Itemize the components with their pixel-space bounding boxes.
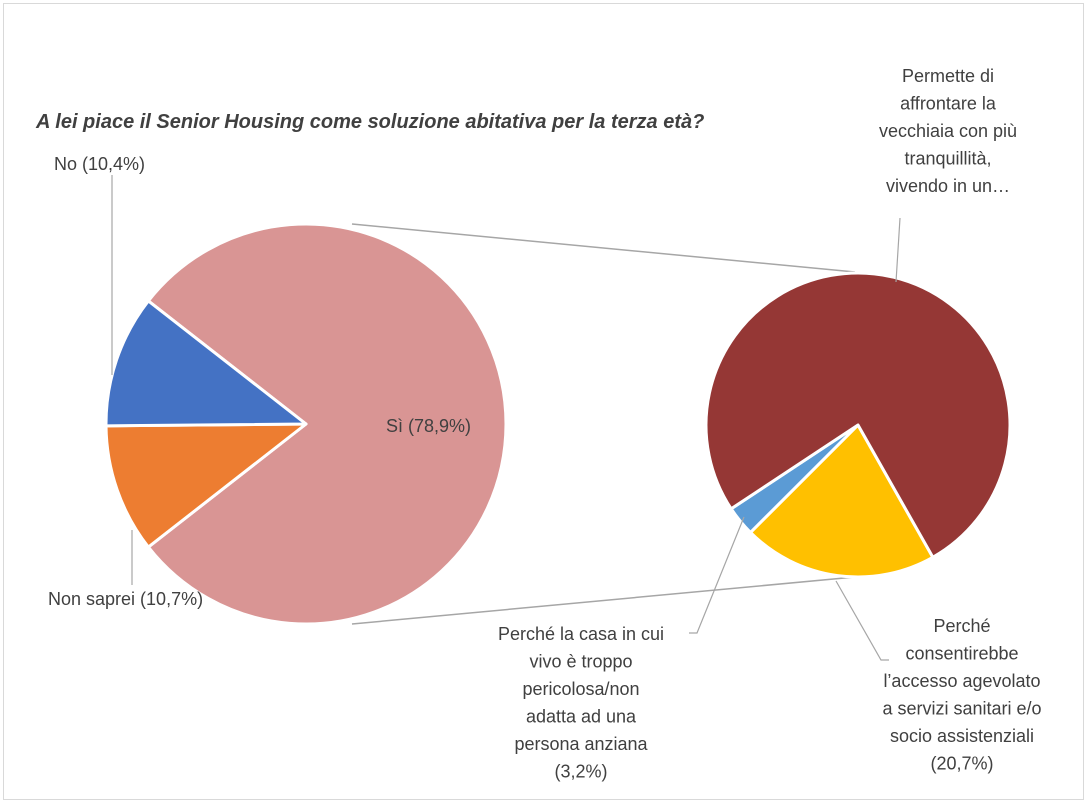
lbl-casa-line: vivo è troppo — [529, 652, 632, 672]
leader-servizi — [835, 580, 889, 661]
lbl-tranquillita-line: vivendo in un… — [886, 176, 1010, 196]
lbl-casa-line: persona anziana — [514, 734, 648, 754]
lbl-servizi-line: consentirebbe — [905, 644, 1018, 664]
slice-tranquillita — [704, 271, 1012, 559]
slice-non-saprei — [104, 299, 308, 428]
lbl-servizi-line: a servizi sanitari e/o — [882, 699, 1041, 719]
connector-top — [351, 223, 856, 273]
slice-servizi — [748, 423, 935, 579]
lbl-servizi-line: socio assistenziali — [890, 726, 1034, 746]
lbl-tranquillita-line: affrontare la — [900, 94, 997, 114]
lbl-tranquillita-line: tranquillità, — [904, 149, 991, 169]
lbl-tranquillita-line: vecchiaia con più — [879, 121, 1017, 141]
leader-casa — [689, 516, 745, 634]
lbl-casa-line: pericolosa/non — [522, 679, 639, 699]
lbl-servizi-line: Perché — [933, 616, 990, 636]
lbl-casa-line: (3,2%) — [554, 762, 607, 782]
slice-no — [104, 422, 308, 549]
pie-connector-lines — [351, 223, 856, 625]
slice-label-non-saprei: Non saprei (10,7%) — [48, 589, 203, 609]
slice-label-tranquillita: Permette di affrontare la vecchiaia con pi… — [879, 66, 1017, 196]
lbl-servizi-line: (20,7%) — [930, 754, 993, 774]
secondary-pie — [704, 271, 1012, 579]
slice-label-casa: Perché la casa in cui vivo è troppo perico… — [498, 624, 664, 782]
connector-bottom — [351, 576, 856, 625]
chart-title: A lei piace il Senior Housing come soluz… — [35, 111, 704, 133]
chart-frame — [3, 3, 1084, 800]
slice-label-no: No (10,4%) — [54, 154, 145, 174]
main-pie — [104, 222, 508, 626]
lbl-tranquillita-line: Permette di — [902, 66, 994, 86]
lbl-casa-line: adatta ad una — [526, 707, 637, 727]
leader-tranquillita — [895, 217, 901, 283]
lbl-servizi-line: l’accesso agevolato — [883, 671, 1040, 691]
slice-si — [146, 222, 508, 626]
leader-lines — [111, 175, 901, 661]
lbl-casa-line: Perché la casa in cui — [498, 624, 664, 644]
slice-label-servizi: Perché consentirebbe l’accesso agevolato a … — [882, 616, 1041, 774]
slice-label-si: Sì (78,9%) — [386, 416, 471, 436]
